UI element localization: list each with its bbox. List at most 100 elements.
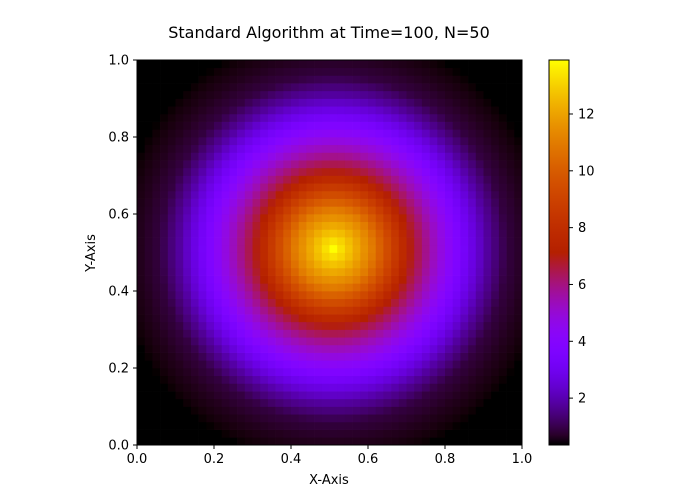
heatmap-cell xyxy=(421,337,430,346)
heatmap-cell xyxy=(283,391,292,400)
heatmap-cell xyxy=(298,360,307,369)
heatmap-cell xyxy=(167,391,176,400)
heatmap-cell xyxy=(391,113,400,122)
heatmap-cell xyxy=(445,106,454,115)
heatmap-cell xyxy=(221,391,230,400)
heatmap-cell xyxy=(175,344,184,353)
heatmap-cell xyxy=(483,121,492,130)
heatmap-cell xyxy=(237,275,246,284)
heatmap-cell xyxy=(160,306,169,315)
heatmap-cell xyxy=(483,267,492,276)
heatmap-cell xyxy=(491,391,500,400)
heatmap-cell xyxy=(375,214,384,223)
heatmap-cell xyxy=(291,75,300,84)
heatmap-cell xyxy=(352,75,361,84)
heatmap-cell xyxy=(198,221,207,230)
heatmap-cell xyxy=(360,391,369,400)
heatmap-cell xyxy=(452,175,461,184)
heatmap-cell xyxy=(498,421,507,430)
heatmap-cell xyxy=(160,406,169,415)
heatmap-cell xyxy=(360,229,369,238)
heatmap-cell xyxy=(329,229,338,238)
heatmap-cell xyxy=(244,113,253,122)
heatmap-cell xyxy=(244,98,253,107)
heatmap-cell xyxy=(352,113,361,122)
heatmap-cell xyxy=(214,360,223,369)
heatmap-cell xyxy=(260,144,269,153)
heatmap-cell xyxy=(468,183,477,192)
heatmap-cell xyxy=(298,406,307,415)
heatmap-cell xyxy=(414,383,423,392)
heatmap-cell xyxy=(437,437,446,446)
heatmap-cell xyxy=(452,214,461,223)
heatmap-cell xyxy=(468,329,477,338)
heatmap-cell xyxy=(291,283,300,292)
heatmap-cell xyxy=(391,129,400,138)
heatmap-cell xyxy=(152,429,161,438)
heatmap-cell xyxy=(368,113,377,122)
heatmap-cell xyxy=(398,83,407,92)
heatmap-cell xyxy=(468,83,477,92)
heatmap-cell xyxy=(229,67,238,76)
heatmap-cell xyxy=(429,437,438,446)
heatmap-cell xyxy=(429,260,438,269)
heatmap-cell xyxy=(337,198,346,207)
heatmap-cell xyxy=(229,391,238,400)
heatmap-cell xyxy=(414,344,423,353)
heatmap-cell xyxy=(475,368,484,377)
heatmap-cell xyxy=(375,344,384,353)
heatmap-cell xyxy=(160,183,169,192)
heatmap-cell xyxy=(460,75,469,84)
heatmap-cell xyxy=(460,229,469,238)
heatmap-cell xyxy=(344,298,353,307)
heatmap-cell xyxy=(298,167,307,176)
heatmap-cell xyxy=(275,129,284,138)
heatmap-cell xyxy=(144,283,153,292)
heatmap-cell xyxy=(229,368,238,377)
heatmap-cell xyxy=(514,214,523,223)
heatmap-cell xyxy=(506,321,515,330)
heatmap-cell xyxy=(498,190,507,199)
heatmap-cell xyxy=(452,298,461,307)
heatmap-cell xyxy=(167,329,176,338)
heatmap-cell xyxy=(237,83,246,92)
heatmap-cell xyxy=(383,429,392,438)
heatmap-cell xyxy=(368,198,377,207)
heatmap-cell xyxy=(491,113,500,122)
heatmap-cell xyxy=(445,291,454,300)
heatmap-cell xyxy=(398,214,407,223)
heatmap-cell xyxy=(275,67,284,76)
heatmap-cell xyxy=(329,183,338,192)
heatmap-cell xyxy=(229,291,238,300)
heatmap-cell xyxy=(398,175,407,184)
heatmap-cell xyxy=(314,160,323,169)
heatmap-cell xyxy=(344,98,353,107)
heatmap-cell xyxy=(460,360,469,369)
heatmap-cell xyxy=(360,98,369,107)
heatmap-cell xyxy=(344,121,353,130)
heatmap-cell xyxy=(214,75,223,84)
heatmap-cell xyxy=(267,260,276,269)
heatmap-cell xyxy=(360,167,369,176)
heatmap-cell xyxy=(475,437,484,446)
colorbar xyxy=(548,59,570,446)
heatmap-cell xyxy=(198,260,207,269)
heatmap-cell xyxy=(375,144,384,153)
heatmap-cell xyxy=(483,113,492,122)
heatmap-cell xyxy=(360,375,369,384)
heatmap-cell xyxy=(167,414,176,423)
heatmap-cell xyxy=(352,229,361,238)
heatmap-cell xyxy=(491,206,500,215)
heatmap-cell xyxy=(475,144,484,153)
heatmap-cell xyxy=(167,244,176,253)
heatmap-cell xyxy=(229,406,238,415)
heatmap-cell xyxy=(283,83,292,92)
heatmap-cell xyxy=(329,90,338,99)
heatmap-cell xyxy=(491,291,500,300)
heatmap-cell xyxy=(429,83,438,92)
heatmap-cell xyxy=(137,214,146,223)
heatmap-cell xyxy=(221,368,230,377)
heatmap-cell xyxy=(452,137,461,146)
heatmap-cell xyxy=(483,368,492,377)
heatmap-cell xyxy=(198,252,207,261)
